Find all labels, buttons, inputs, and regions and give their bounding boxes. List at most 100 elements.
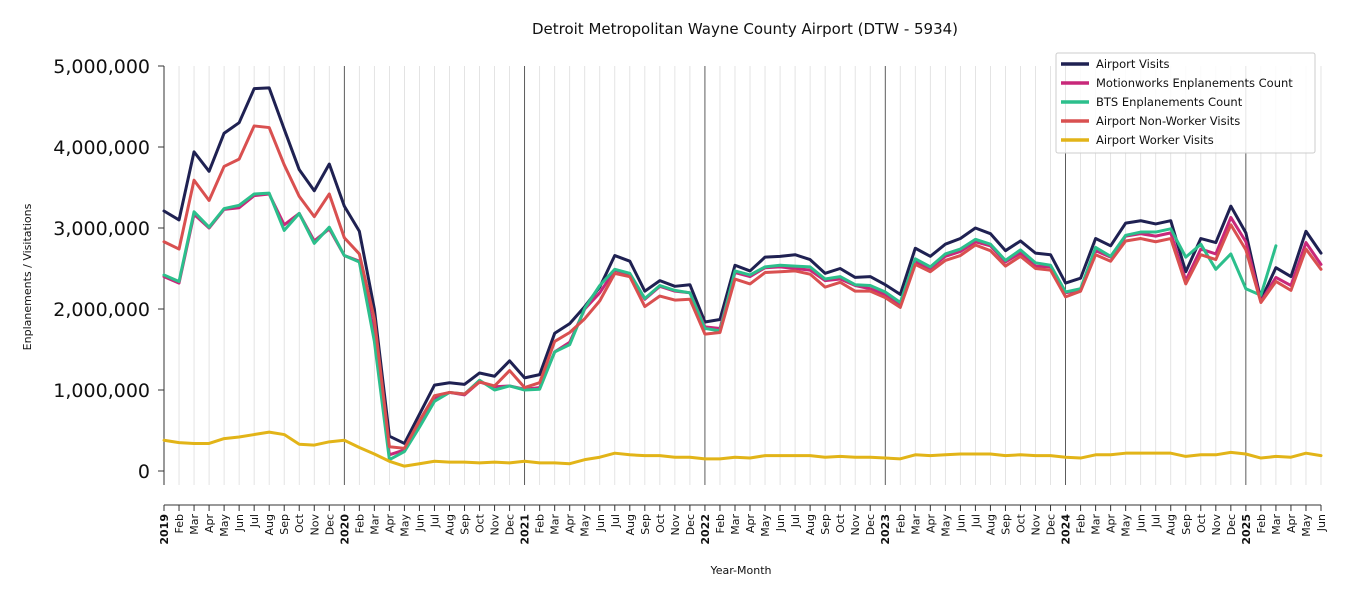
x-axis: 2019 Feb Mar Apr May Jun Jul Aug Sep Oct Nov Dec 202… bbox=[158, 504, 1328, 545]
y-tick-label: 1,000,000 bbox=[53, 380, 150, 402]
x-month-label: Apr bbox=[744, 514, 757, 534]
x-month-label: Aug bbox=[804, 514, 817, 535]
x-month-label: Feb bbox=[1255, 514, 1268, 533]
x-month-label: May bbox=[1300, 514, 1313, 537]
x-month-label: Mar bbox=[909, 514, 922, 535]
y-tick-label: 3,000,000 bbox=[53, 218, 150, 240]
x-year-label: 2024 bbox=[1060, 514, 1073, 545]
x-month-label: Apr bbox=[1285, 514, 1298, 534]
legend-label: Motionworks Enplanements Count bbox=[1096, 76, 1293, 90]
x-year-label: 2019 bbox=[158, 514, 171, 545]
x-month-label: Sep bbox=[1180, 514, 1193, 535]
y-tick-label: 4,000,000 bbox=[53, 137, 150, 159]
legend-label: Airport Visits bbox=[1096, 57, 1170, 71]
x-month-label: Jun bbox=[594, 514, 607, 532]
x-month-label: Mar bbox=[368, 514, 381, 535]
x-month-label: Dec bbox=[864, 514, 877, 535]
x-month-label: Mar bbox=[1090, 514, 1103, 535]
x-month-label: May bbox=[579, 514, 592, 537]
x-month-label: May bbox=[398, 514, 411, 537]
y-tick-label: 2,000,000 bbox=[53, 299, 150, 321]
y-tick-label: 5,000,000 bbox=[53, 56, 150, 78]
x-month-label: Nov bbox=[308, 514, 321, 536]
x-month-label: Oct bbox=[293, 513, 306, 533]
x-month-label: Dec bbox=[323, 514, 336, 535]
x-month-label: Jun bbox=[1315, 514, 1328, 532]
legend-label: Airport Non-Worker Visits bbox=[1096, 114, 1240, 128]
x-month-label: Apr bbox=[564, 514, 577, 534]
x-month-label: May bbox=[939, 514, 952, 537]
x-month-label: Jul bbox=[609, 514, 622, 528]
x-month-label: Aug bbox=[263, 514, 276, 535]
x-month-label: Nov bbox=[669, 514, 682, 536]
x-month-label: Dec bbox=[1225, 514, 1238, 535]
x-month-label: Jul bbox=[248, 514, 261, 528]
x-month-label: Aug bbox=[624, 514, 637, 535]
series-line-3 bbox=[162, 124, 1323, 450]
x-month-label: Jul bbox=[1150, 514, 1163, 528]
x-month-label: Sep bbox=[639, 514, 652, 535]
series-lines bbox=[162, 86, 1323, 468]
x-month-label: Jun bbox=[233, 514, 246, 532]
x-month-label: Jun bbox=[413, 514, 426, 532]
x-month-label: Mar bbox=[729, 514, 742, 535]
x-month-label: Jun bbox=[1135, 514, 1148, 532]
x-month-label: Aug bbox=[1165, 514, 1178, 535]
x-month-label: Nov bbox=[1210, 514, 1223, 536]
x-month-label: Feb bbox=[894, 514, 907, 533]
x-month-label: Sep bbox=[459, 514, 472, 535]
x-month-label: Feb bbox=[714, 514, 727, 533]
chart-title: Detroit Metropolitan Wayne County Airpor… bbox=[532, 20, 958, 38]
x-month-label: Oct bbox=[654, 513, 667, 533]
x-year-label: 2023 bbox=[879, 514, 892, 545]
x-month-label: Sep bbox=[278, 514, 291, 535]
x-month-label: Oct bbox=[834, 513, 847, 533]
y-tick-label: 0 bbox=[138, 461, 150, 483]
legend-label: Airport Worker Visits bbox=[1096, 133, 1214, 147]
x-month-label: Oct bbox=[474, 513, 487, 533]
x-month-label: Sep bbox=[999, 514, 1012, 535]
x-month-label: Feb bbox=[173, 514, 186, 533]
x-year-label: 2022 bbox=[699, 514, 712, 545]
x-month-label: Dec bbox=[504, 514, 517, 535]
x-month-label: May bbox=[1120, 514, 1133, 537]
x-month-label: Oct bbox=[1014, 513, 1027, 533]
x-month-label: Jul bbox=[428, 514, 441, 528]
x-month-label: Apr bbox=[924, 514, 937, 534]
x-month-label: Nov bbox=[1030, 514, 1043, 536]
series-line-4 bbox=[162, 430, 1323, 468]
x-month-label: Apr bbox=[203, 514, 216, 534]
x-month-label: Sep bbox=[819, 514, 832, 535]
x-month-label: Feb bbox=[353, 514, 366, 533]
x-month-label: Nov bbox=[849, 514, 862, 536]
x-month-label: Jul bbox=[969, 514, 982, 528]
x-month-label: Jul bbox=[789, 514, 802, 528]
legend-label: BTS Enplanements Count bbox=[1096, 95, 1243, 109]
x-month-label: Aug bbox=[984, 514, 997, 535]
x-year-label: 2021 bbox=[519, 514, 532, 545]
x-month-label: Mar bbox=[188, 514, 201, 535]
x-month-label: Dec bbox=[684, 514, 697, 535]
x-month-label: Feb bbox=[534, 514, 547, 533]
x-month-label: Aug bbox=[443, 514, 456, 535]
x-month-label: May bbox=[759, 514, 772, 537]
x-year-label: 2020 bbox=[338, 514, 351, 545]
y-axis-label: Enplanements / Visitations bbox=[21, 203, 34, 350]
x-axis-label: Year-Month bbox=[709, 564, 771, 577]
x-month-label: Nov bbox=[489, 514, 502, 536]
y-axis: 0 1,000,000 2,000,000 3,000,000 4,000,000 5,0… bbox=[53, 56, 165, 485]
x-year-label: 2025 bbox=[1240, 514, 1253, 545]
legend: Airport Visits Motionworks Enplanements C… bbox=[1055, 52, 1316, 154]
x-month-label: May bbox=[218, 514, 231, 537]
x-month-label: Mar bbox=[1270, 514, 1283, 535]
x-month-label: Jun bbox=[954, 514, 967, 532]
x-month-label: Apr bbox=[1105, 514, 1118, 534]
x-month-label: Apr bbox=[383, 514, 396, 534]
x-month-label: Dec bbox=[1045, 514, 1058, 535]
x-month-label: Mar bbox=[549, 514, 562, 535]
legend-box bbox=[1055, 52, 1316, 154]
x-month-label: Feb bbox=[1075, 514, 1088, 533]
x-month-label: Jun bbox=[774, 514, 787, 532]
x-month-label: Oct bbox=[1195, 513, 1208, 533]
